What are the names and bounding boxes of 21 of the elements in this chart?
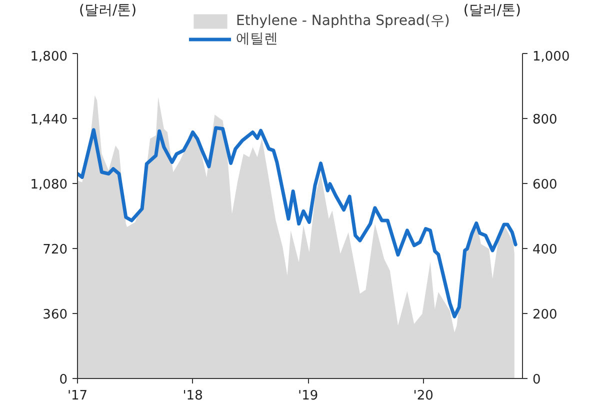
y-tick-label: 720 [42,242,68,258]
y2-tick-label: 200 [532,308,558,322]
x-tick-label: '19 [298,388,318,404]
y2-tick-label: 800 [532,112,558,128]
x-tick-label: '20 [413,388,434,404]
legend-label: 에틸렌 [236,30,278,48]
y-axis-title: (달러/톤) [78,2,137,18]
y-tick-label: 0 [59,372,68,388]
y2-tick-label: 400 [532,242,558,258]
y2-axis-title: (달러/톤) [463,2,522,18]
y2-tick-label: 0 [532,372,541,388]
y-tick-label: 1,080 [30,178,68,192]
line-series [78,126,518,318]
y-tick-label: 1,440 [30,112,68,128]
y-tick-label: 360 [42,308,68,322]
y2-tick-label: 600 [532,178,558,192]
legend-label: Ethylene - Naphtha Spread(우) [236,12,450,30]
x-tick-label: '17 [67,388,88,404]
x-tick-label: '18 [182,388,203,404]
y-tick-label: 1,800 [30,50,68,64]
y2-tick-label: 1,000 [532,50,570,64]
